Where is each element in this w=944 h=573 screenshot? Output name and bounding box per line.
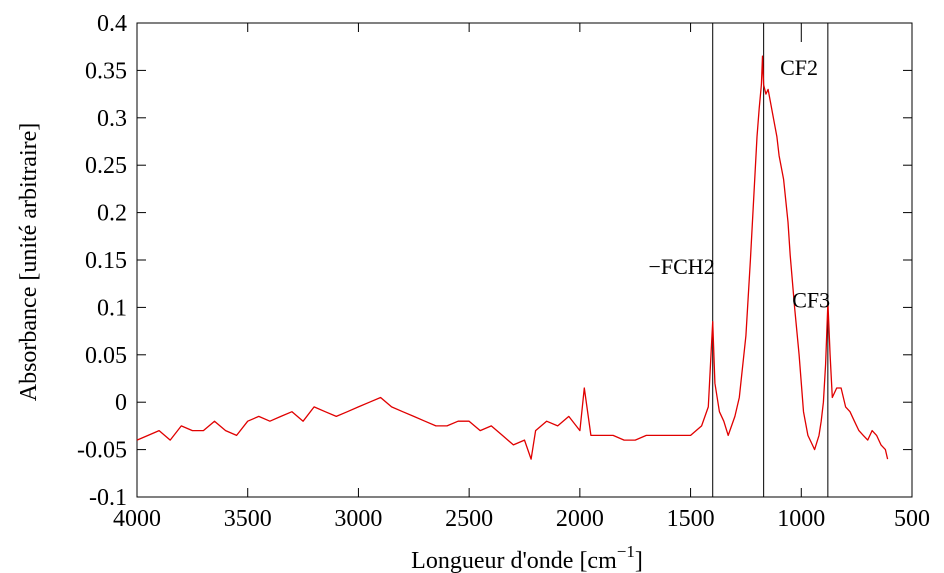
x-axis-title-sup: −1 (617, 542, 635, 561)
y-tick-label: 0.4 (97, 11, 127, 37)
y-tick-label: -0.1 (89, 485, 127, 511)
y-tick-label: 0.35 (85, 58, 127, 84)
y-tick-label: 0.1 (97, 295, 127, 321)
x-axis-title: Longueur d'onde [cm−1] (411, 542, 643, 573)
peak-label: −FCH2 (648, 254, 714, 279)
y-axis-title: Absorbance [unité arbitraire] (16, 123, 42, 402)
plot-frame (136, 22, 913, 498)
reference-lines (712, 23, 829, 497)
y-tick-label: 0 (115, 390, 127, 416)
series (136, 55, 889, 460)
axes (136, 22, 913, 498)
x-tick-label: 4000 (113, 506, 161, 532)
annotations: −FCH2 CF2 CF3 (648, 55, 830, 312)
spectrum-line (136, 55, 889, 460)
x-tick-label: 3500 (224, 506, 272, 532)
y-tick-label: 0.25 (85, 153, 127, 179)
x-axis-title-main: Longueur d'onde [cm (411, 548, 617, 573)
y-tick-label: 0.05 (85, 343, 127, 369)
y-tick-label: -0.05 (77, 438, 127, 464)
x-tick-label: 500 (894, 506, 930, 532)
y-tick-label: 0.3 (97, 106, 127, 132)
x-tick-label: 3000 (334, 506, 382, 532)
x-tick-label: 2500 (445, 506, 493, 532)
x-tick-label: 2000 (556, 506, 604, 532)
ticks: 4000 3500 3000 2500 2000 1500 1000 500 -0.1 -0.05… (77, 11, 930, 532)
y-tick-label: 0.2 (97, 201, 127, 227)
y-tick-label: 0.15 (85, 248, 127, 274)
x-tick-label: 1500 (667, 506, 715, 532)
peak-label: CF2 (780, 55, 818, 80)
x-axis-title-close: ] (635, 548, 643, 573)
peak-label: CF3 (792, 287, 830, 312)
x-tick-label: 1000 (777, 506, 825, 532)
